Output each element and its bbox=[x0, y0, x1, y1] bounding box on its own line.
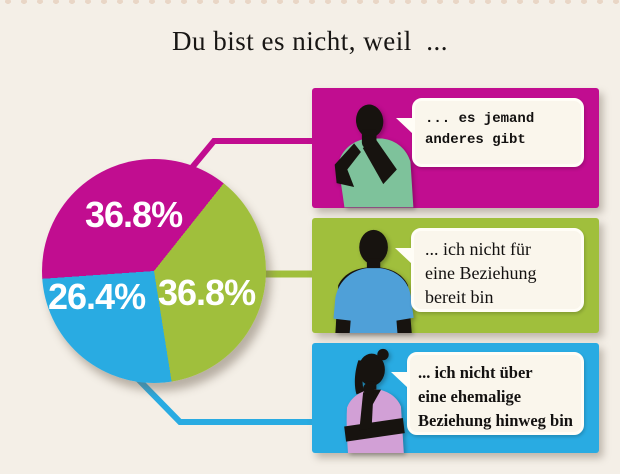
connector-line-slice1 bbox=[187, 138, 314, 172]
bubble-text-line: ... es jemand bbox=[425, 111, 535, 127]
speech-bubble: ... es jemand anderes gibt bbox=[396, 98, 584, 167]
bubble-text-line: ... ich nicht für bbox=[425, 239, 531, 259]
bubble-text-line: ... ich nicht über bbox=[418, 363, 533, 382]
pie-label-slice2: 36.8% bbox=[158, 272, 256, 313]
person-thinking-icon bbox=[334, 104, 414, 208]
woman-arms-crossed-icon bbox=[344, 348, 405, 453]
pie-label-slice1: 36.8% bbox=[85, 194, 183, 235]
legend-card-past-relationship: ... ich nicht über eine ehemalige Bezieh… bbox=[312, 343, 599, 453]
person-standing-icon bbox=[333, 229, 414, 333]
bubble-text-line: Beziehung hinweg bin bbox=[418, 411, 573, 430]
connector-line-slice3 bbox=[130, 371, 314, 425]
speech-bubble: ... ich nicht für eine Beziehung bereit … bbox=[395, 228, 584, 312]
bubble-text-line: eine ehemalige bbox=[418, 387, 522, 406]
bubble-text-line: anderes gibt bbox=[425, 132, 526, 148]
speech-bubble: ... ich nicht über eine ehemalige Bezieh… bbox=[391, 352, 584, 435]
pie-label-slice3: 26.4% bbox=[48, 276, 146, 317]
legend-card-someone-else: ... es jemand anderes gibt bbox=[312, 88, 599, 208]
perforated-edge-decoration bbox=[0, 0, 620, 6]
bubble-text-line: bereit bin bbox=[425, 287, 494, 307]
legend-card-not-ready: ... ich nicht für eine Beziehung bereit … bbox=[312, 218, 599, 333]
bubble-text-line: eine Beziehung bbox=[425, 263, 537, 283]
pie-chart bbox=[42, 159, 266, 383]
page-title: Du bist es nicht, weil ... bbox=[172, 26, 448, 56]
